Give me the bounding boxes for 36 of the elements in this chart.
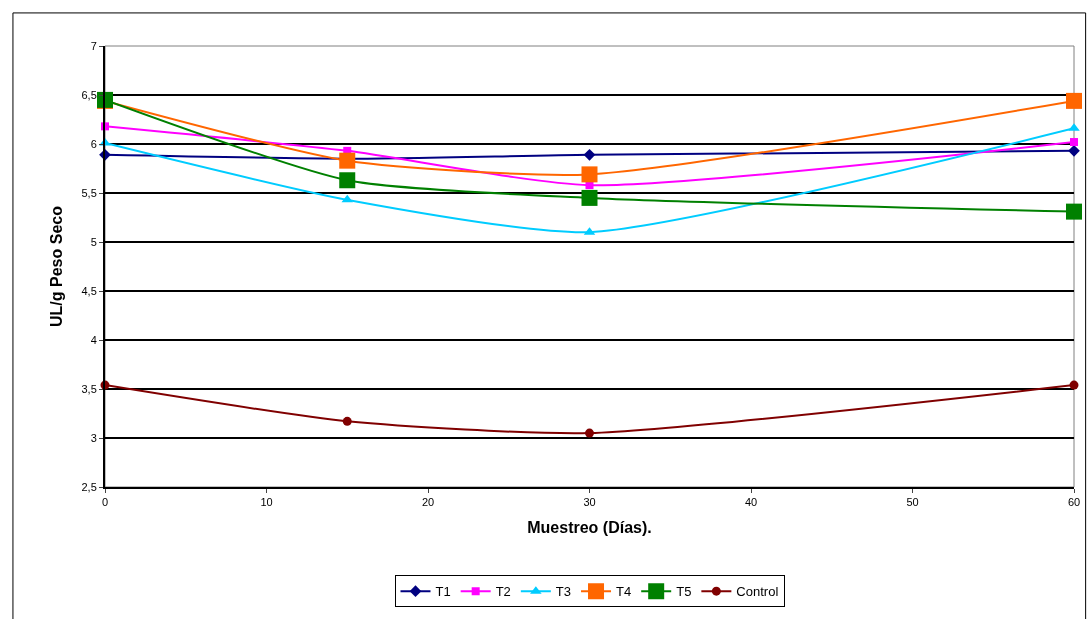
legend-label: Control: [736, 584, 779, 600]
legend-label: T5: [676, 584, 692, 600]
y-tick-label: 6,5: [81, 88, 97, 101]
point: [1069, 380, 1079, 390]
point: [1070, 138, 1078, 147]
y-tick-label: 6: [90, 137, 97, 150]
x-tick-label: 60: [1067, 496, 1081, 509]
y-axis-title: UL/g Peso Seco: [47, 205, 65, 327]
x-tick-label: 40: [744, 496, 758, 509]
legend-label: T4: [616, 584, 632, 600]
x-tick-label: 50: [906, 496, 919, 509]
legend-label: T1: [435, 584, 451, 600]
y-tick-label: 4,5: [81, 284, 97, 297]
point: [585, 428, 594, 438]
x-tick-label: 30: [583, 496, 596, 509]
y-tick-label: 2,5: [81, 480, 97, 493]
y-tick-label: 4: [90, 333, 97, 346]
x-tick-label: 10: [260, 496, 273, 509]
point: [339, 152, 356, 169]
x-tick-label: 20: [421, 496, 435, 509]
point: [342, 416, 352, 426]
legend-label: T2: [495, 584, 511, 600]
point: [339, 172, 356, 189]
point: [583, 148, 596, 161]
y-tick-label: 3: [90, 431, 97, 444]
y-tick-label: 7: [90, 39, 97, 52]
x-axis-title: Muestreo (Días).: [527, 519, 652, 537]
point: [581, 189, 598, 206]
point: [581, 166, 598, 183]
legend-label: T3: [555, 584, 572, 600]
point: [1066, 203, 1082, 220]
x-tick-label: 0: [101, 496, 109, 509]
y-tick-label: 5: [90, 235, 97, 248]
y-tick-label: 5,5: [81, 186, 97, 199]
point: [1066, 92, 1082, 109]
y-tick-label: 3,5: [81, 382, 97, 395]
